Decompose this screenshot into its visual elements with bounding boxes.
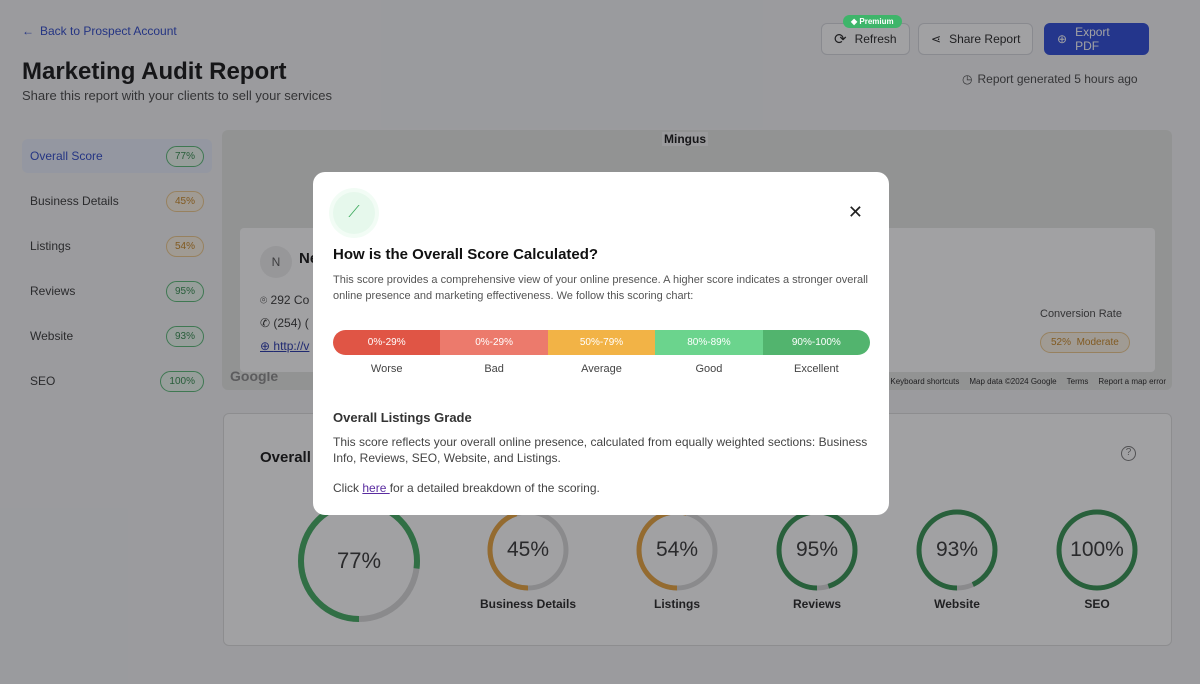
ring-progress [1056, 509, 1138, 591]
scale-label: Bad [484, 363, 504, 375]
scale-label: Good [695, 363, 723, 375]
page-subtitle: Share this report with your clients to s… [22, 88, 332, 103]
close-icon[interactable]: ✕ [847, 202, 863, 222]
ring-value: 54% [655, 538, 699, 561]
ring-value: 95% [795, 538, 839, 561]
report-error-link[interactable]: Report a map error [1098, 377, 1166, 386]
score-ring-svg [1056, 509, 1138, 591]
sidebar-item-seo[interactable]: SEO 100% [22, 364, 212, 398]
sidebar-item-reviews[interactable]: Reviews 95% [22, 274, 212, 308]
sidebar-item-label: Reviews [30, 284, 76, 298]
sidebar-item-label: Listings [30, 239, 71, 253]
share-report-button[interactable]: ⋖ Share Report [918, 23, 1034, 55]
download-icon: ⊕ [1057, 32, 1068, 46]
map-attribution: Keyboard shortcuts Map data ©2024 Google T… [890, 377, 1166, 386]
page-title: Marketing Audit Report [22, 58, 287, 85]
sidebar-item-listings[interactable]: Listings 54% [22, 229, 212, 263]
ring-progress [487, 509, 569, 591]
ring-label: Reviews [792, 597, 842, 611]
score-info-modal: ⟋ ✕ How is the Overall Score Calculated?… [313, 172, 889, 515]
breakdown-text: Click here for a detailed breakdown of t… [333, 481, 600, 495]
score-badge: 77% [165, 145, 204, 167]
score-badge: 54% [165, 235, 204, 257]
score-badge: 100% [160, 370, 204, 392]
scale-label: Average [581, 363, 622, 375]
score-badge: 45% [165, 190, 204, 212]
map-place-label: Mingus [662, 132, 708, 146]
score-scale: 0%-29% 0%-29% 50%-79% 80%-89% 90%-100% [333, 330, 870, 355]
arrow-left-icon: ← [22, 24, 34, 38]
score-card-title: Overall S [260, 449, 326, 466]
sidebar-item-business-details[interactable]: Business Details 45% [22, 184, 212, 218]
score-ring: 100% [1053, 506, 1141, 594]
export-pdf-button[interactable]: ⊕ Export PDF [1044, 23, 1149, 55]
share-icon: ⋖ [931, 32, 942, 46]
scale-label: Excellent [794, 363, 839, 375]
score-scale-labels: Worse Bad Average Good Excellent [333, 363, 870, 375]
scale-segment: 0%-29% [333, 330, 441, 355]
ring-value: 45% [506, 538, 550, 561]
modal-title: How is the Overall Score Calculated? [333, 246, 599, 263]
help-icon[interactable]: ? [1121, 446, 1136, 461]
ring-value: 93% [935, 538, 979, 561]
ring-label: Listings [653, 597, 700, 611]
google-logo: Google [230, 368, 279, 384]
ring-progress [916, 509, 998, 591]
ring-label: Website [934, 597, 980, 611]
phone: ✆ (254) ( [260, 316, 309, 330]
score-badge: 93% [165, 325, 204, 347]
address: ⌾ 292 Co [260, 293, 310, 307]
history-icon: ◷ [962, 72, 973, 86]
score-ring: 45% [484, 506, 572, 594]
map-data: Map data ©2024 Google [969, 377, 1057, 386]
score-badge: 95% [165, 280, 204, 302]
keyboard-shortcuts-link[interactable]: Keyboard shortcuts [890, 377, 960, 386]
conversion-badge: 52% Moderate [1040, 332, 1130, 353]
ring-value: 100% [1070, 538, 1124, 561]
sidebar-item-label: Overall Score [30, 149, 103, 163]
avatar: N [260, 246, 292, 278]
chart-line-icon: ⟋ [333, 192, 375, 234]
scale-segment: 0%-29% [440, 330, 548, 355]
section-text: This score reflects your overall online … [333, 435, 868, 465]
sidebar-item-label: Website [30, 329, 74, 343]
ring-value: 77% [336, 548, 382, 573]
back-link[interactable]: ← Back to Prospect Account [22, 24, 177, 38]
breakdown-link[interactable]: here [362, 481, 390, 495]
score-ring: 93% [913, 506, 1001, 594]
score-ring-svg [916, 509, 998, 591]
refresh-icon: ⟳ [834, 31, 847, 48]
sidebar-item-label: SEO [30, 374, 56, 388]
ring-label: Business Details [479, 597, 577, 611]
report-generated: ◷ Report generated 5 hours ago [962, 72, 1138, 86]
website-link[interactable]: ⊕ http://v [260, 339, 310, 353]
scale-segment: 80%-89% [655, 330, 763, 355]
scale-segment: 50%-79% [547, 330, 656, 355]
scale-label: Worse [370, 363, 403, 375]
conversion-label: Conversion Rate [1040, 308, 1122, 320]
sidebar-item-overall-score[interactable]: Overall Score 77% [22, 139, 212, 173]
terms-link[interactable]: Terms [1066, 377, 1089, 386]
section-title: Overall Listings Grade [333, 410, 472, 425]
scale-segment: 90%-100% [762, 330, 870, 355]
modal-intro: This score provides a comprehensive view… [333, 274, 868, 302]
sidebar-item-label: Business Details [30, 194, 119, 208]
premium-badge: ◆ Premium [843, 15, 902, 28]
sidebar-item-website[interactable]: Website 93% [22, 319, 212, 353]
ring-label: SEO [1084, 597, 1110, 611]
